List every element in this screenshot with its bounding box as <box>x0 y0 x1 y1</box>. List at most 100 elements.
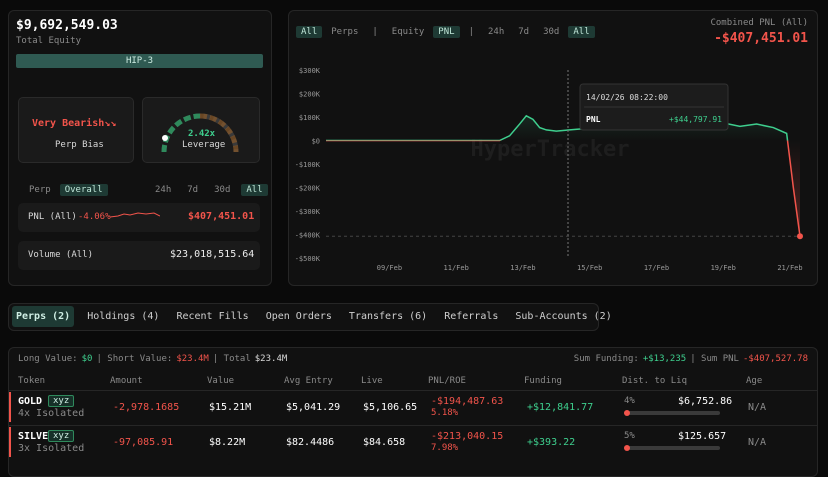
cell: $82.4486 <box>286 437 335 448</box>
row-marker <box>9 427 11 457</box>
cell: -97,085.91 <box>113 437 174 448</box>
tab[interactable]: PNL <box>433 26 460 38</box>
tab[interactable]: 7d <box>518 27 530 37</box>
summary-item: Sum Funding: <box>573 354 639 364</box>
y-tick-label: -$400K <box>295 232 321 240</box>
x-tick-label: 11/Feb <box>444 264 469 272</box>
y-tick-label: $0 <box>312 138 320 146</box>
cell: -2,978.1685 <box>113 402 180 413</box>
summary-item: $0 <box>81 354 93 364</box>
summary-item: +$13,235 <box>642 354 687 364</box>
sparkline-line <box>110 212 160 218</box>
y-tick-label: $200K <box>299 91 321 99</box>
column-header: Amount <box>110 376 143 386</box>
cell: $5,041.29 <box>286 402 341 413</box>
tooltip-value: +$44,797.91 <box>669 115 722 124</box>
tab[interactable]: | <box>468 27 474 37</box>
column-header: Avg Entry <box>284 376 333 386</box>
summary-item: | Short Value: <box>96 354 173 364</box>
y-tick-label: $300K <box>299 67 321 75</box>
column-header: PNL/ROE <box>428 376 466 386</box>
summary-item: $23.4M <box>176 354 209 364</box>
cell: 7.98% <box>431 443 459 453</box>
tab[interactable]: 24h <box>487 27 505 37</box>
column-header: Funding <box>524 376 562 386</box>
nav-bar <box>8 303 599 331</box>
summary-item: $23.4M <box>254 354 288 364</box>
gauge-warn <box>199 113 239 153</box>
nav-tab[interactable]: Perps (2) <box>12 306 75 327</box>
token-badge: xyz <box>48 430 75 442</box>
nav-tab[interactable]: Open Orders <box>265 311 332 322</box>
tab[interactable]: 30d <box>214 185 231 195</box>
badge: HIP-3 <box>16 54 263 68</box>
cell: 3x Isolated <box>18 443 85 454</box>
column-header: Dist. to Liq <box>622 376 688 386</box>
x-tick-label: 15/Feb <box>577 264 602 272</box>
volume-card <box>18 241 260 270</box>
cell: 5.18% <box>431 408 459 418</box>
equity-label: Total Equity <box>16 36 82 46</box>
sparkline <box>110 212 160 218</box>
gauge-knob <box>162 135 168 141</box>
tab[interactable]: 24h <box>155 185 172 195</box>
tab[interactable]: Perp <box>29 185 51 195</box>
tab[interactable]: 7d <box>187 185 199 195</box>
column-header: Value <box>207 376 235 386</box>
summary-item: -$407,527.78 <box>742 354 808 364</box>
row-marker <box>9 392 11 422</box>
column-header: Age <box>746 376 763 386</box>
chart-panel <box>288 10 818 286</box>
cell: -$213,040.15 <box>431 431 504 442</box>
combined-label: Combined PNL (All) <box>710 18 808 28</box>
ranges: 24h 7d 30d All <box>150 184 274 196</box>
x-tick-label: 19/Feb <box>711 264 736 272</box>
pnl-value: $407,451.01 <box>188 211 255 222</box>
tab[interactable]: Perps <box>331 27 359 37</box>
nav-tab[interactable]: Recent Fills <box>176 311 249 322</box>
nav-tab[interactable]: Transfers (6) <box>348 311 428 322</box>
cell: $84.658 <box>363 437 406 448</box>
tab[interactable]: All <box>241 184 268 196</box>
area <box>326 115 800 237</box>
cell: N/A <box>748 402 767 413</box>
bias-card <box>18 97 134 163</box>
liq-dot <box>624 445 630 451</box>
tab[interactable]: Overall <box>59 184 108 196</box>
combined-value: -$407,451.01 <box>714 31 808 46</box>
nav-tab[interactable]: Referrals <box>444 311 499 322</box>
y-tick-label: -$100K <box>295 161 321 169</box>
liq-bar <box>624 411 720 415</box>
row-divider <box>9 390 817 391</box>
cell: +$12,841.77 <box>527 402 594 413</box>
x-tick-label: 13/Feb <box>510 264 535 272</box>
cell: +$393.22 <box>527 437 576 448</box>
cell: $5,106.65 <box>363 402 418 413</box>
liq-dot <box>624 410 630 416</box>
liq-bar <box>624 446 720 450</box>
tab[interactable]: All <box>568 26 595 38</box>
tab[interactable]: 30d <box>543 27 560 37</box>
cell: $125.657 <box>678 431 727 442</box>
y-tick-label: -$500K <box>295 255 321 263</box>
gauge <box>161 113 239 153</box>
leverage-label: Leverage <box>182 140 226 150</box>
nav-tab[interactable]: Sub-Accounts (2) <box>515 311 612 322</box>
chart: HyperTracker $300K$200K$100K$0-$100K-$20… <box>295 67 803 272</box>
row-divider <box>9 425 817 426</box>
cell: $8.22M <box>209 437 246 448</box>
volume-value: $23,018,515.64 <box>170 249 255 260</box>
bias: Very Bearish↘↘ <box>32 118 117 129</box>
nav-tab[interactable]: Holdings (4) <box>87 311 160 322</box>
tab[interactable]: | <box>372 27 378 37</box>
x-tick-label: 21/Feb <box>777 264 802 272</box>
tab[interactable]: All <box>296 26 323 38</box>
x-tick-label: 17/Feb <box>644 264 669 272</box>
cell: $6,752.86 <box>678 396 733 407</box>
cell: SILVER <box>18 431 55 442</box>
tab[interactable]: Equity <box>391 27 425 37</box>
summary-item: Long Value: <box>18 354 78 364</box>
summary-item: | Total <box>212 354 251 364</box>
filters: Perp Overall <box>24 184 112 196</box>
